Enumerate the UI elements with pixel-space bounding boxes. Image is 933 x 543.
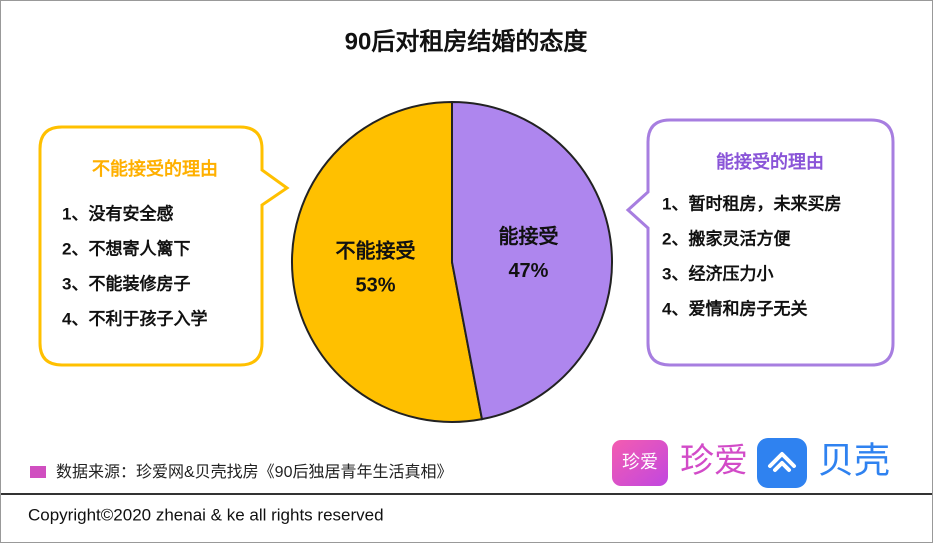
copyright: Copyright©2020 zhenai & ke all rights re…: [28, 505, 384, 524]
right-reason: 4、爱情和房子无关: [662, 298, 807, 318]
pie: 不能接受 53% 能接受 47%: [291, 100, 613, 423]
right-callout: [625, 118, 895, 367]
zhenai-icon: [612, 440, 668, 486]
slice-label: 能接受: [498, 224, 558, 248]
right-reason: 1、暂时租房，未来买房: [662, 193, 841, 213]
pie-slice: [451, 100, 613, 421]
left-reason: 4、不利于孩子入学: [62, 308, 207, 328]
chart-title: 90后对租房结婚的态度: [345, 27, 589, 55]
left-callout: [38, 125, 290, 367]
right-reason: 2、搬家灵活方便: [662, 228, 791, 248]
zhenai-logo: 珍爱: [680, 442, 748, 480]
left-callout-title: 不能接受的理由: [92, 158, 218, 179]
slice-label: 不能接受: [336, 239, 416, 263]
beike-logo: 贝壳: [818, 440, 890, 481]
source-marker: [30, 466, 46, 478]
source: 数据来源：珍爱网&贝壳找房《90后独居青年生活真相》: [56, 463, 452, 481]
right-callout-title: 能接受的理由: [716, 151, 824, 172]
left-reason: 3、不能装修房子: [62, 273, 190, 293]
beike-icon-mark: [768, 452, 796, 472]
right-reason: 3、经济压力小: [662, 263, 773, 283]
left-reason: 2、不想寄人篱下: [62, 238, 190, 258]
zhenai-icon-text: 珍爱: [622, 452, 658, 472]
pie-slice: [291, 100, 484, 423]
slice-value: 53%: [356, 275, 396, 297]
left-reason: 1、没有安全感: [62, 203, 173, 223]
slice-value: 47%: [508, 260, 548, 282]
